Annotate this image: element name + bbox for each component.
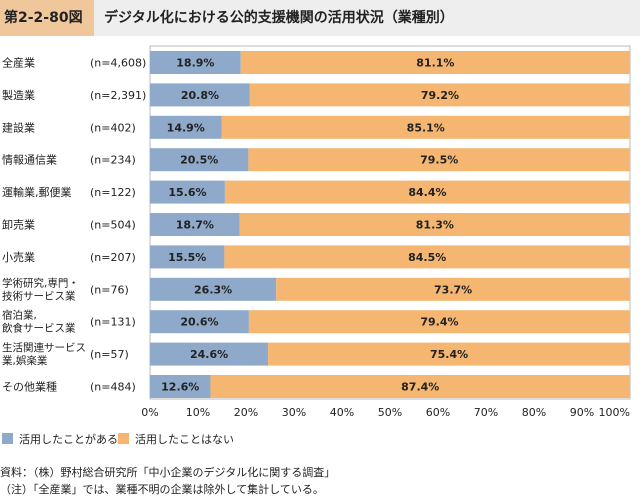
bar-segment-not-used bbox=[221, 115, 630, 139]
legend-item-used: 活用したことがある bbox=[2, 431, 118, 447]
category-label: 製造業 bbox=[2, 88, 35, 102]
data-label-not-used: 75.4% bbox=[430, 348, 468, 361]
x-tick-label: 50% bbox=[378, 406, 402, 419]
bar-segment-not-used bbox=[248, 310, 630, 334]
stacked-bar-chart: 全産業 (n=4,608) 製造業 (n=2,391) 建設業 (n=402) 情報通信業 (… bbox=[2, 45, 631, 419]
bar-segment-not-used bbox=[210, 375, 631, 398]
x-tick-label: 100% bbox=[599, 406, 630, 419]
category-label: 業,娯楽業 bbox=[2, 354, 48, 367]
data-label-used: 20.5% bbox=[180, 154, 218, 167]
category-label: 生活関連サービス bbox=[2, 341, 86, 354]
sample-size-label: (n=57) bbox=[90, 348, 129, 361]
bar-segment-not-used bbox=[268, 342, 630, 366]
figure-title: デジタル化における公的支援機関の活用状況（業種別） bbox=[104, 10, 454, 26]
data-label-not-used: 73.7% bbox=[434, 283, 472, 296]
sample-size-label: (n=131) bbox=[90, 316, 136, 329]
legend-swatch-not-used bbox=[118, 433, 129, 444]
sample-size-label: (n=207) bbox=[90, 251, 136, 264]
data-label-used: 18.7% bbox=[176, 219, 214, 232]
sample-size-label: (n=2,391) bbox=[90, 89, 146, 102]
x-tick-label: 70% bbox=[474, 406, 498, 419]
bar-segment-not-used bbox=[249, 83, 630, 107]
sample-size-label: (n=484) bbox=[90, 381, 136, 394]
category-label: 飲食サービス業 bbox=[2, 322, 76, 335]
bar-segment-used bbox=[150, 51, 241, 74]
category-label: 学術研究,専門・ bbox=[2, 276, 79, 289]
sample-size-label: (n=402) bbox=[90, 121, 136, 134]
data-label-not-used: 81.3% bbox=[416, 219, 454, 232]
bar-segment-not-used bbox=[239, 213, 630, 236]
bar-segment-not-used bbox=[224, 245, 630, 269]
bar-segment-used bbox=[150, 310, 249, 334]
category-label: 情報通信業 bbox=[2, 154, 57, 167]
sample-size-label: (n=122) bbox=[90, 186, 136, 199]
x-tick-label: 10% bbox=[186, 406, 210, 419]
data-label-not-used: 79.5% bbox=[420, 154, 458, 167]
legend-item-not-used: 活用したことはない bbox=[118, 431, 234, 447]
category-label: 建設業 bbox=[2, 120, 35, 134]
bar-segment-used bbox=[150, 375, 211, 398]
bar-segment-not-used bbox=[276, 277, 630, 301]
bar-segment-used bbox=[150, 115, 222, 139]
data-label-not-used: 79.4% bbox=[420, 316, 458, 329]
category-label: 全産業 bbox=[2, 56, 35, 70]
data-label-used: 15.6% bbox=[168, 186, 206, 199]
source-note: 資料：（株）野村総合研究所「中小企業のデジタル化に関する調査」 bbox=[0, 466, 336, 479]
sample-size-label: (n=4,608) bbox=[90, 57, 146, 70]
data-label-used: 20.8% bbox=[181, 89, 219, 102]
data-label-used: 26.3% bbox=[194, 283, 232, 296]
data-label-used: 18.9% bbox=[176, 57, 214, 70]
data-label-used: 20.6% bbox=[180, 316, 218, 329]
bar-segment-used bbox=[150, 245, 225, 269]
x-tick-label: 0% bbox=[141, 406, 158, 419]
x-tick-label: 90% bbox=[570, 406, 594, 419]
bar-segment-not-used bbox=[224, 180, 630, 204]
data-label-used: 12.6% bbox=[161, 381, 199, 394]
bar-segment-used bbox=[150, 277, 277, 301]
category-label: 宿泊業, bbox=[2, 309, 37, 322]
data-label-not-used: 84.4% bbox=[408, 186, 446, 199]
footnote: （注）「全産業」では、業種不明の企業は除外して集計している。 bbox=[0, 483, 324, 496]
data-label-not-used: 81.1% bbox=[416, 57, 454, 70]
bar-segment-used bbox=[150, 180, 225, 204]
bar-segment-not-used bbox=[240, 51, 630, 74]
category-label: 運輸業,郵便業 bbox=[2, 185, 72, 199]
data-label-not-used: 85.1% bbox=[407, 121, 445, 134]
figure-number: 第2-2-80図 bbox=[0, 0, 94, 36]
category-label: 卸売業 bbox=[2, 218, 35, 232]
x-tick-label: 80% bbox=[522, 406, 546, 419]
x-tick-label: 60% bbox=[426, 406, 450, 419]
figure-header: 第2-2-80図 デジタル化における公的支援機関の活用状況（業種別） bbox=[0, 0, 640, 36]
legend-swatch-used bbox=[2, 433, 13, 444]
data-label-not-used: 79.2% bbox=[421, 89, 459, 102]
bar-segment-used bbox=[150, 213, 240, 236]
data-label-not-used: 84.5% bbox=[408, 251, 446, 264]
legend-label-not-used: 活用したことはない bbox=[135, 433, 234, 446]
data-label-used: 24.6% bbox=[190, 348, 228, 361]
sample-size-label: (n=76) bbox=[90, 283, 129, 296]
bar-segment-used bbox=[150, 148, 249, 172]
data-label-not-used: 87.4% bbox=[401, 381, 439, 394]
category-label: その他業種 bbox=[2, 380, 57, 394]
bar-segment-used bbox=[150, 342, 269, 366]
x-tick-label: 40% bbox=[330, 406, 354, 419]
data-label-used: 15.5% bbox=[168, 251, 206, 264]
legend-label-used: 活用したことがある bbox=[19, 433, 118, 446]
bar-segment-used bbox=[150, 83, 250, 107]
sample-size-label: (n=234) bbox=[90, 154, 136, 167]
x-tick-label: 30% bbox=[282, 406, 306, 419]
bar-segment-not-used bbox=[248, 148, 630, 172]
sample-size-label: (n=504) bbox=[90, 219, 136, 232]
data-label-used: 14.9% bbox=[167, 121, 205, 134]
x-tick-label: 20% bbox=[234, 406, 258, 419]
category-label: 技術サービス業 bbox=[2, 289, 76, 302]
category-label: 小売業 bbox=[2, 251, 35, 264]
